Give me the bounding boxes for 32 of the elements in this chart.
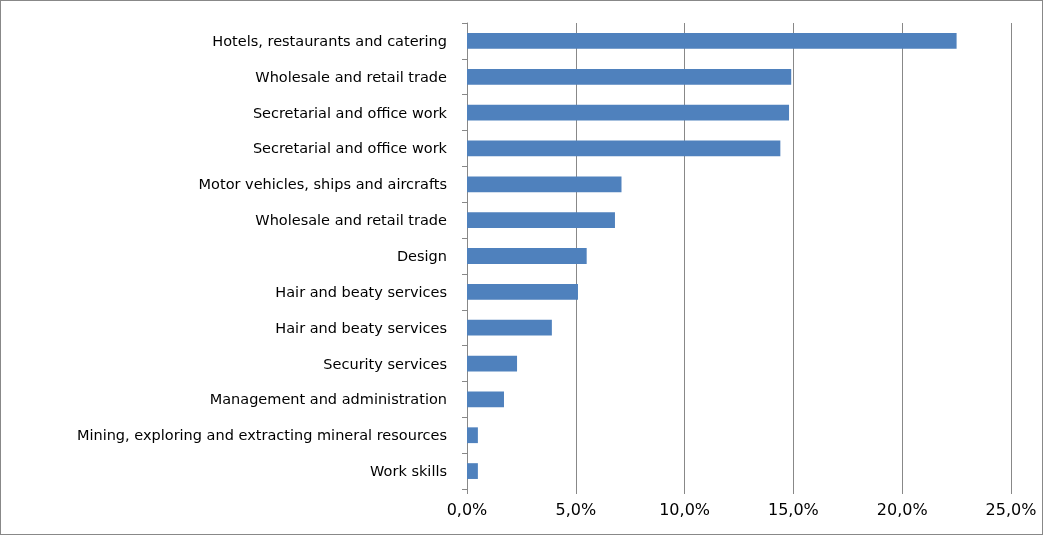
y-tick-label: Mining, exploring and extracting mineral resources bbox=[76, 427, 447, 444]
x-tick-label: 25,0% bbox=[985, 499, 1037, 519]
bar bbox=[467, 104, 790, 121]
bar bbox=[467, 463, 478, 479]
bar bbox=[467, 319, 552, 336]
y-tick-label: Management and administration bbox=[209, 391, 447, 408]
y-tick-label: Secretarial and office work bbox=[252, 140, 448, 157]
bar bbox=[467, 355, 518, 372]
y-tick-label: Motor vehicles, ships and aircrafts bbox=[198, 176, 447, 193]
y-tick-label: Wholesale and retail trade bbox=[255, 212, 448, 229]
bar bbox=[467, 283, 578, 300]
y-tick-label: Work skills bbox=[370, 463, 447, 480]
bar bbox=[467, 427, 478, 444]
bar bbox=[467, 176, 622, 193]
x-tick-label: 20,0% bbox=[876, 499, 928, 519]
x-tick-label: 15,0% bbox=[767, 499, 819, 519]
y-tick-label: Hair and beaty services bbox=[275, 283, 447, 300]
x-tick-label: 5,0% bbox=[555, 499, 597, 519]
y-tick-label: Hotels, restaurants and catering bbox=[212, 32, 447, 49]
y-tick-label: Hair and beaty services bbox=[275, 319, 447, 336]
bar bbox=[467, 248, 587, 264]
y-tick-label: Secretarial and office work bbox=[252, 104, 448, 121]
y-tick-label: Security services bbox=[323, 355, 447, 372]
bar bbox=[467, 391, 504, 408]
y-tick-label: Wholesale and retail trade bbox=[255, 68, 448, 85]
x-tick-label: 0,0% bbox=[446, 499, 488, 519]
y-tick-label: Design bbox=[396, 248, 447, 264]
bar bbox=[467, 212, 615, 229]
bar bbox=[467, 68, 792, 85]
bar bbox=[467, 33, 957, 49]
bar bbox=[467, 140, 781, 157]
x-tick-label: 10,0% bbox=[659, 499, 711, 519]
